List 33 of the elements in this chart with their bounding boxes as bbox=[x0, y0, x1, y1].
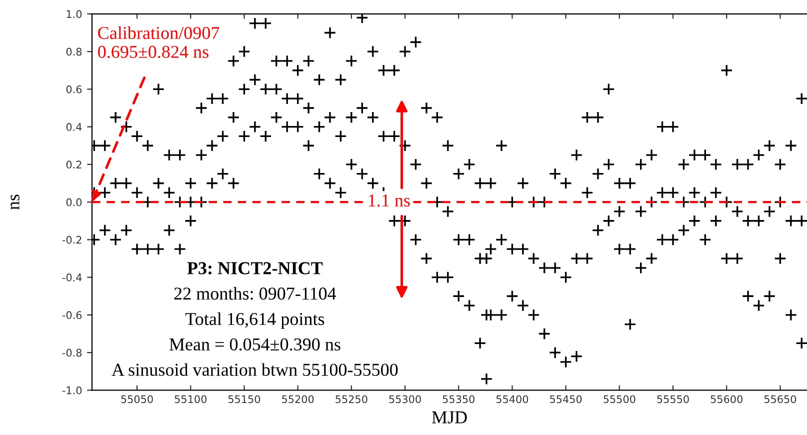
x-tick-label: 55300 bbox=[389, 395, 421, 404]
y-tick-label: 0.6 bbox=[66, 85, 82, 94]
x-tick-label: 55550 bbox=[657, 395, 689, 404]
x-tick-label: 55450 bbox=[550, 395, 582, 404]
annotation: P3: NICT2-NICT bbox=[187, 262, 323, 274]
annotation: Calibration/0907 0.695±0.824 ns bbox=[98, 26, 220, 58]
x-tick-label: 55100 bbox=[174, 395, 206, 404]
y-tick-label: 0.4 bbox=[66, 123, 82, 131]
x-tick-label: 55350 bbox=[442, 395, 474, 404]
x-tick-label: 55400 bbox=[496, 395, 528, 404]
annotation: Total 16,614 points bbox=[185, 312, 324, 329]
y-tick-label: -0.4 bbox=[62, 274, 82, 282]
y-tick-label: 0.2 bbox=[66, 160, 82, 169]
y-axis-title: ns bbox=[10, 194, 20, 210]
x-tick-label: 55650 bbox=[764, 395, 796, 404]
y-tick-label: -0.8 bbox=[62, 348, 82, 357]
x-tick-label: 55600 bbox=[710, 395, 742, 404]
annotation: A sinusoid variation btwn 55100-55500 bbox=[112, 363, 398, 376]
annotation: 1.1 ns bbox=[368, 194, 410, 207]
x-tick-label: 55500 bbox=[604, 395, 636, 404]
annotation: Mean = 0.054±0.390 ns bbox=[169, 338, 340, 351]
y-tick-label: 0.8 bbox=[66, 48, 82, 56]
y-tick-label: -1.0 bbox=[62, 386, 82, 394]
y-tick-label: -0.2 bbox=[62, 236, 82, 244]
x-axis-title: MJD bbox=[432, 411, 467, 424]
y-tick-label: 1.0 bbox=[66, 10, 82, 18]
x-tick-label: 55250 bbox=[336, 395, 368, 404]
y-tick-label: 0.0 bbox=[66, 198, 82, 206]
x-tick-label: 55050 bbox=[121, 395, 153, 404]
annotation: 22 months: 0907-1104 bbox=[174, 287, 336, 300]
x-tick-label: 55150 bbox=[228, 395, 260, 404]
x-tick-label: 55200 bbox=[282, 395, 314, 404]
y-tick-label: -0.6 bbox=[62, 311, 82, 320]
